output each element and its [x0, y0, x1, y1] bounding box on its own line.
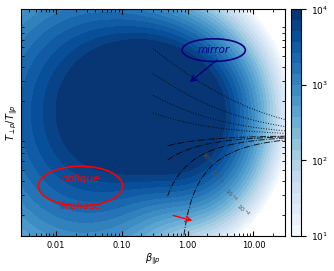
Text: $10^{-1}$: $10^{-1}$ — [199, 150, 216, 168]
Text: oblique: oblique — [61, 174, 100, 184]
Y-axis label: $T_{\perp p}/T_{\|p}$: $T_{\perp p}/T_{\|p}$ — [4, 104, 20, 141]
Text: mirror: mirror — [198, 45, 230, 55]
Text: $10^{-3}$: $10^{-3}$ — [222, 186, 239, 204]
Text: $10^{-4}$: $10^{-4}$ — [234, 201, 252, 219]
Text: firehose: firehose — [60, 201, 102, 211]
Text: $10^{-2}$: $10^{-2}$ — [209, 169, 225, 188]
X-axis label: $\beta_{\|p}$: $\beta_{\|p}$ — [145, 251, 161, 267]
